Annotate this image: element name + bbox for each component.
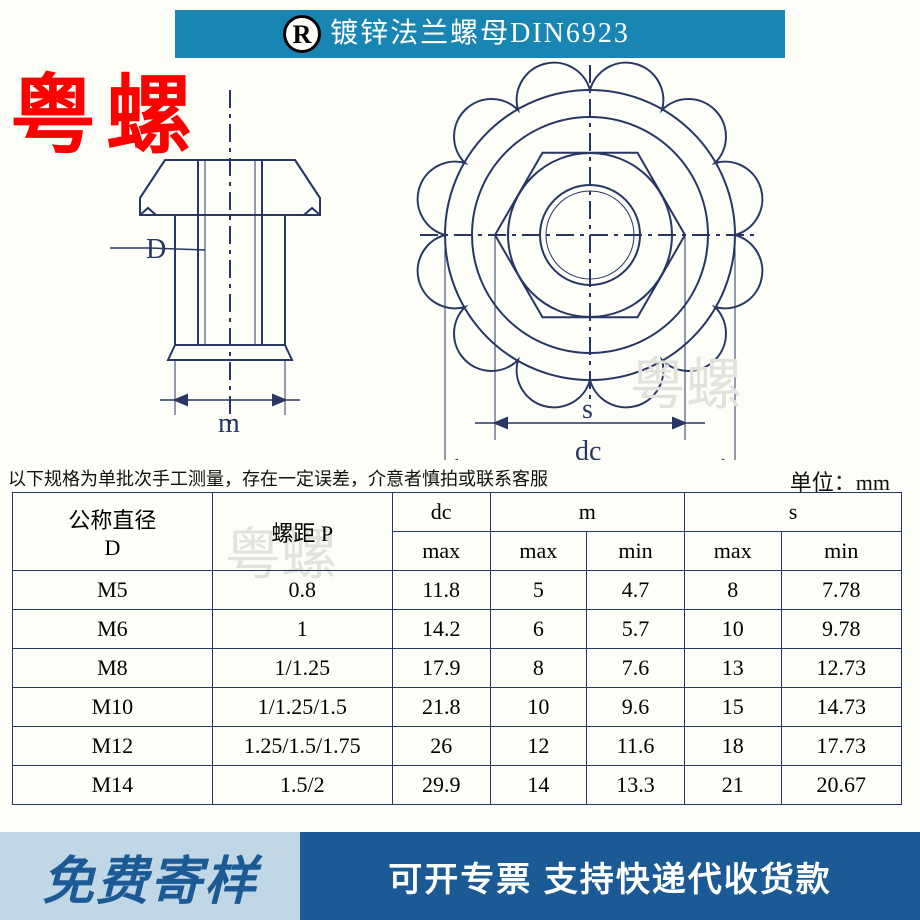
cell-s_min: 7.78 xyxy=(781,571,902,610)
cell-s_max: 10 xyxy=(684,610,781,649)
cell-m_max: 14 xyxy=(490,766,587,805)
cell-dc: 21.8 xyxy=(392,688,490,727)
cell-d: M5 xyxy=(13,571,213,610)
col-s-max: max xyxy=(684,532,781,571)
col-dc-max: max xyxy=(392,532,490,571)
cell-m_min: 4.7 xyxy=(587,571,685,610)
cell-p: 1 xyxy=(212,610,392,649)
cell-s_max: 15 xyxy=(684,688,781,727)
diagram-label-m: m xyxy=(218,408,240,439)
cell-p: 1/1.25 xyxy=(212,649,392,688)
col-m-min: min xyxy=(587,532,685,571)
cell-dc: 26 xyxy=(392,727,490,766)
table-row: M81/1.2517.987.61312.73 xyxy=(13,649,902,688)
cell-d: M6 xyxy=(13,610,213,649)
col-m: m xyxy=(490,493,684,532)
table-row: M50.811.854.787.78 xyxy=(13,571,902,610)
cell-s_max: 8 xyxy=(684,571,781,610)
header-title: 镀锌法兰螺母DIN6923 xyxy=(175,10,785,58)
cell-p: 1.5/2 xyxy=(212,766,392,805)
cell-m_min: 5.7 xyxy=(587,610,685,649)
cell-dc: 17.9 xyxy=(392,649,490,688)
col-dc: dc xyxy=(392,493,490,532)
spec-table: 公称直径 D 螺距 P dc m s max max min max min M… xyxy=(12,492,902,805)
col-p: 螺距 P xyxy=(212,493,392,571)
cell-m_max: 12 xyxy=(490,727,587,766)
cell-m_max: 5 xyxy=(490,571,587,610)
registered-mark: R xyxy=(283,15,321,53)
footer-left: 免费寄样 xyxy=(0,832,300,920)
cell-s_max: 21 xyxy=(684,766,781,805)
diagram-label-dc: dc xyxy=(575,436,601,460)
cell-d: M14 xyxy=(13,766,213,805)
table-row: M6114.265.7109.78 xyxy=(13,610,902,649)
table-row: M141.5/229.91413.32120.67 xyxy=(13,766,902,805)
cell-m_max: 10 xyxy=(490,688,587,727)
cell-m_min: 13.3 xyxy=(587,766,685,805)
cell-dc: 14.2 xyxy=(392,610,490,649)
table-row: M121.25/1.5/1.75261211.61817.73 xyxy=(13,727,902,766)
table-row: M101/1.25/1.521.8109.61514.73 xyxy=(13,688,902,727)
footer-banner: 免费寄样 可开专票 支持快递代收货款 xyxy=(0,832,920,920)
cell-d: M12 xyxy=(13,727,213,766)
cell-s_min: 12.73 xyxy=(781,649,902,688)
cell-s_max: 18 xyxy=(684,727,781,766)
cell-m_max: 8 xyxy=(490,649,587,688)
cell-m_min: 7.6 xyxy=(587,649,685,688)
diagram-label-d: D xyxy=(146,234,166,265)
cell-p: 0.8 xyxy=(212,571,392,610)
col-s: s xyxy=(684,493,901,532)
cell-m_max: 6 xyxy=(490,610,587,649)
cell-s_min: 20.67 xyxy=(781,766,902,805)
cell-m_min: 9.6 xyxy=(587,688,685,727)
cell-dc: 11.8 xyxy=(392,571,490,610)
cell-d: M8 xyxy=(13,649,213,688)
cell-p: 1/1.25/1.5 xyxy=(212,688,392,727)
cell-d: M10 xyxy=(13,688,213,727)
cell-s_max: 13 xyxy=(684,649,781,688)
col-s-min: min xyxy=(781,532,902,571)
cell-dc: 29.9 xyxy=(392,766,490,805)
footer-right: 可开专票 支持快递代收货款 xyxy=(300,832,920,920)
brand-logo-text: 粤螺 xyxy=(10,45,202,170)
cell-s_min: 14.73 xyxy=(781,688,902,727)
diagram-label-s: s xyxy=(582,394,593,425)
cell-s_min: 17.73 xyxy=(781,727,902,766)
cell-m_min: 11.6 xyxy=(587,727,685,766)
col-m-max: max xyxy=(490,532,587,571)
measurement-note: 以下规格为单批次手工测量，存在一定误差，介意者慎拍或联系客服 xyxy=(8,465,548,491)
cell-p: 1.25/1.5/1.75 xyxy=(212,727,392,766)
col-d: 公称直径 D xyxy=(13,493,213,571)
cell-s_min: 9.78 xyxy=(781,610,902,649)
